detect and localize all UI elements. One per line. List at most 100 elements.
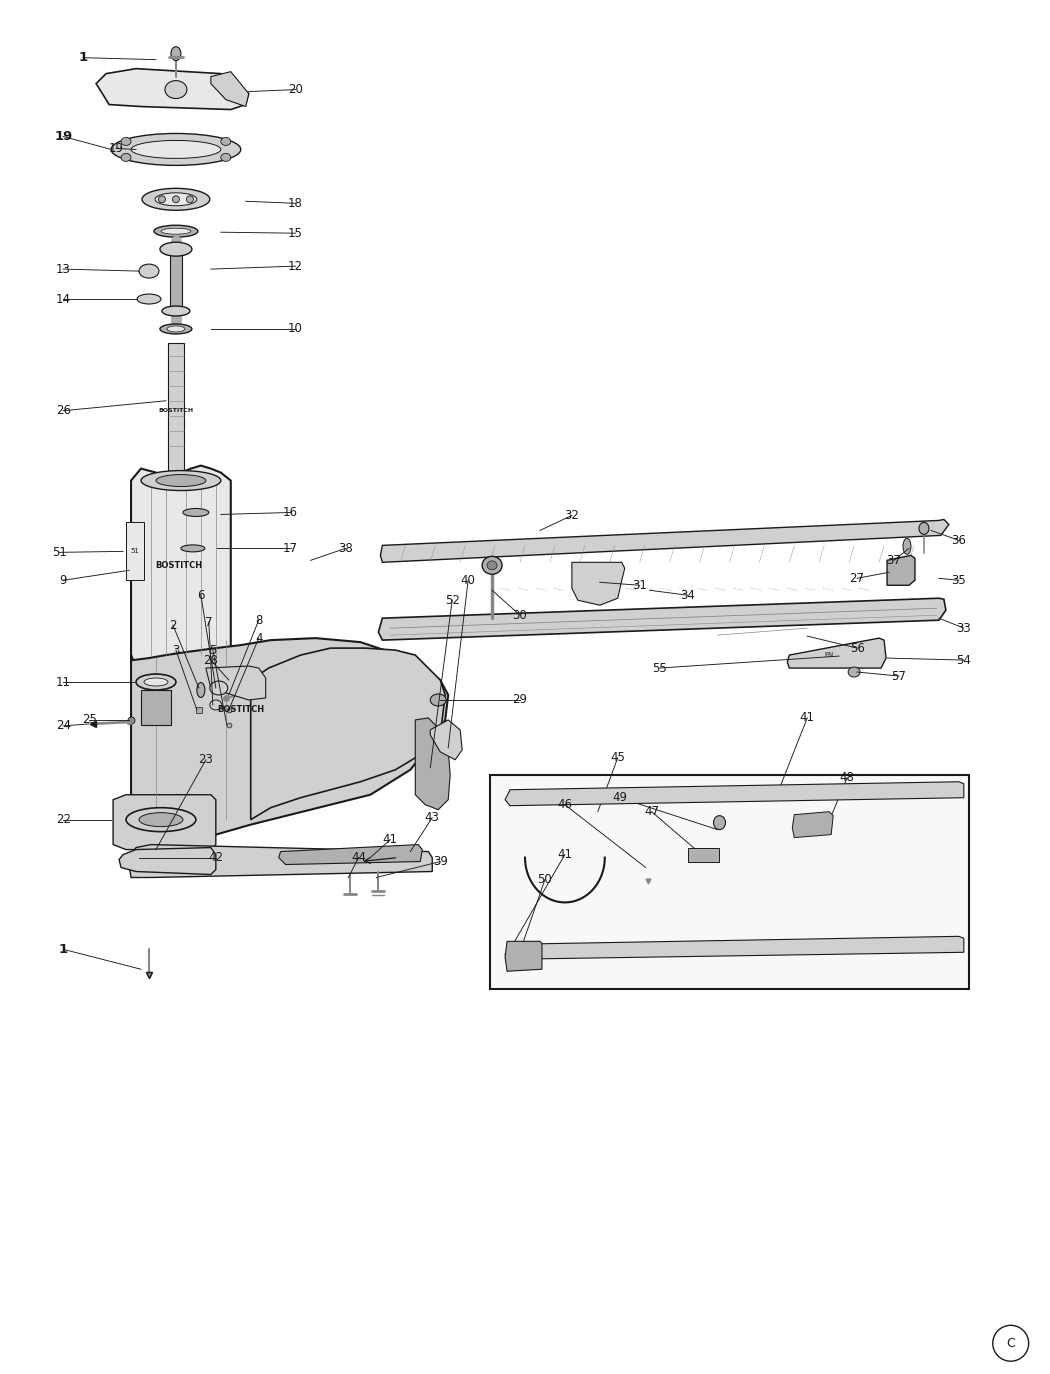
Text: 14: 14 <box>56 293 70 305</box>
Text: 41: 41 <box>800 712 815 724</box>
Polygon shape <box>251 649 445 820</box>
Text: 9: 9 <box>60 574 67 587</box>
Polygon shape <box>206 666 266 699</box>
Text: 32: 32 <box>565 508 580 522</box>
Text: 54: 54 <box>957 654 971 666</box>
Ellipse shape <box>142 188 210 210</box>
Text: 51: 51 <box>130 548 140 554</box>
Polygon shape <box>378 598 946 640</box>
Text: 39: 39 <box>433 855 447 868</box>
Text: 15: 15 <box>288 227 303 239</box>
Polygon shape <box>131 466 231 672</box>
Polygon shape <box>793 812 834 838</box>
Polygon shape <box>278 845 422 864</box>
Ellipse shape <box>482 556 502 574</box>
Text: 29: 29 <box>512 694 527 706</box>
Ellipse shape <box>155 192 196 206</box>
Ellipse shape <box>126 808 196 831</box>
Text: C: C <box>1006 1337 1015 1349</box>
Text: 46: 46 <box>558 798 572 811</box>
Text: 43: 43 <box>425 811 440 824</box>
Text: 11: 11 <box>56 676 70 688</box>
Ellipse shape <box>430 694 446 706</box>
Text: 12: 12 <box>288 260 303 272</box>
Text: 13: 13 <box>56 262 70 276</box>
Text: 36: 36 <box>951 534 966 547</box>
Text: 22: 22 <box>56 813 70 826</box>
Text: 1: 1 <box>59 943 68 956</box>
Ellipse shape <box>131 140 220 158</box>
Ellipse shape <box>210 682 228 695</box>
Ellipse shape <box>160 324 192 334</box>
Ellipse shape <box>138 294 161 304</box>
Polygon shape <box>572 562 625 605</box>
Ellipse shape <box>187 196 193 203</box>
Polygon shape <box>788 638 886 668</box>
Ellipse shape <box>121 154 131 161</box>
Bar <box>490 775 969 989</box>
Text: 50: 50 <box>538 872 552 886</box>
Text: 41: 41 <box>383 833 398 846</box>
Bar <box>170 249 182 311</box>
Ellipse shape <box>919 522 929 534</box>
Ellipse shape <box>487 561 497 570</box>
Ellipse shape <box>139 264 159 278</box>
Text: 57: 57 <box>891 669 906 683</box>
Ellipse shape <box>154 225 197 238</box>
Polygon shape <box>505 941 542 971</box>
Text: 55: 55 <box>652 661 667 675</box>
Text: 38: 38 <box>338 541 353 555</box>
Text: 52: 52 <box>445 594 460 607</box>
Ellipse shape <box>144 677 168 686</box>
Text: 18: 18 <box>288 196 303 210</box>
Ellipse shape <box>181 545 205 552</box>
Text: BOSTITCH: BOSTITCH <box>217 705 265 714</box>
Text: 20: 20 <box>288 82 303 96</box>
Polygon shape <box>505 782 964 805</box>
Text: 45: 45 <box>610 752 625 764</box>
Ellipse shape <box>220 137 231 146</box>
Text: 6: 6 <box>197 588 205 602</box>
Ellipse shape <box>171 47 181 60</box>
Ellipse shape <box>903 539 911 554</box>
Text: 5: 5 <box>209 643 216 657</box>
Ellipse shape <box>196 683 205 698</box>
Text: 44: 44 <box>351 851 366 864</box>
Polygon shape <box>211 71 249 107</box>
Bar <box>168 344 184 478</box>
Bar <box>126 522 144 580</box>
Text: 27: 27 <box>849 572 864 585</box>
Text: 41: 41 <box>558 848 572 861</box>
Text: 24: 24 <box>56 720 70 732</box>
Text: 1: 1 <box>79 51 88 65</box>
Polygon shape <box>113 794 216 849</box>
Text: 19: 19 <box>55 131 72 143</box>
Bar <box>141 690 171 725</box>
Polygon shape <box>430 720 462 760</box>
Text: 31: 31 <box>632 578 647 592</box>
Text: 35: 35 <box>951 574 966 587</box>
Text: 17: 17 <box>284 541 298 555</box>
Ellipse shape <box>165 81 187 99</box>
Polygon shape <box>416 719 450 809</box>
Ellipse shape <box>136 675 176 690</box>
Ellipse shape <box>220 154 231 161</box>
Text: 8: 8 <box>255 614 262 627</box>
Ellipse shape <box>848 666 860 677</box>
Text: BOSTITCH: BOSTITCH <box>159 408 193 414</box>
Text: 4: 4 <box>255 632 262 644</box>
Polygon shape <box>887 555 915 585</box>
Polygon shape <box>505 936 964 959</box>
Ellipse shape <box>139 812 183 827</box>
Ellipse shape <box>162 306 190 316</box>
Text: 28: 28 <box>204 654 218 666</box>
Polygon shape <box>380 519 949 562</box>
Text: 51: 51 <box>51 545 66 559</box>
Polygon shape <box>129 845 433 878</box>
Ellipse shape <box>159 196 166 203</box>
Text: 49: 49 <box>612 791 627 804</box>
Polygon shape <box>131 638 448 842</box>
Ellipse shape <box>141 470 220 491</box>
Text: 7: 7 <box>205 616 212 629</box>
Text: 40: 40 <box>461 574 476 587</box>
